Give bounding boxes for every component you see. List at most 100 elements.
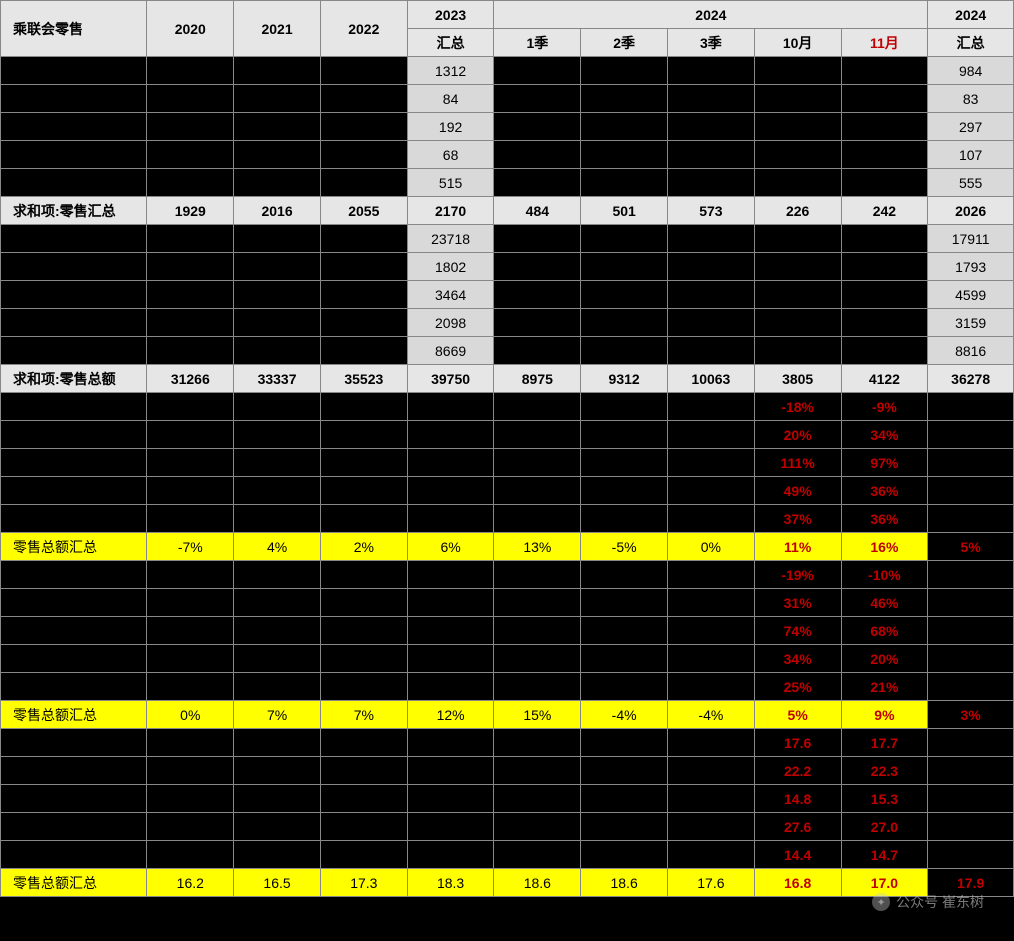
hidden-cell xyxy=(234,421,321,449)
data-row: 22.222.3 xyxy=(1,757,1014,785)
hidden-cell xyxy=(581,645,668,673)
hidden-cell xyxy=(147,589,234,617)
hidden-cell xyxy=(147,729,234,757)
value-2024: 83 xyxy=(928,85,1014,113)
hidden-cell xyxy=(147,253,234,281)
hidden-cell xyxy=(841,337,928,365)
value-2023: 84 xyxy=(407,85,494,113)
hidden-cell xyxy=(320,421,407,449)
hidden-cell xyxy=(494,449,581,477)
hidden-cell xyxy=(494,813,581,841)
value-oct: 14.4 xyxy=(754,841,841,869)
hidden-cell xyxy=(407,841,494,869)
data-row: -18%-9% xyxy=(1,393,1014,421)
hidden-cell xyxy=(841,141,928,169)
hidden-cell xyxy=(1,729,147,757)
hidden-cell xyxy=(928,841,1014,869)
data-row: 17.617.7 xyxy=(1,729,1014,757)
data-row: 2371817911 xyxy=(1,225,1014,253)
data-row: 37%36% xyxy=(1,505,1014,533)
data-row: 20983159 xyxy=(1,309,1014,337)
hidden-cell xyxy=(320,225,407,253)
hidden-cell xyxy=(234,169,321,197)
value-2023: 3464 xyxy=(407,281,494,309)
hidden-cell xyxy=(407,673,494,701)
col-header-title: 乘联会零售 xyxy=(1,1,147,57)
hidden-cell xyxy=(234,561,321,589)
value-nov: 20% xyxy=(841,645,928,673)
hidden-cell xyxy=(494,477,581,505)
hidden-cell xyxy=(147,169,234,197)
hidden-cell xyxy=(320,169,407,197)
hidden-cell xyxy=(581,253,668,281)
hidden-cell xyxy=(147,309,234,337)
col-2024-span: 2024 xyxy=(494,1,928,29)
hidden-cell xyxy=(147,113,234,141)
hidden-cell xyxy=(494,589,581,617)
hidden-cell xyxy=(754,169,841,197)
retail-data-table: 乘联会零售 2020 2021 2022 2023 2024 2024 汇总 1… xyxy=(0,0,1014,897)
data-row: 1312984 xyxy=(1,57,1014,85)
hidden-cell xyxy=(234,785,321,813)
hidden-cell xyxy=(928,589,1014,617)
hidden-cell xyxy=(841,309,928,337)
hidden-cell xyxy=(1,113,147,141)
hidden-cell xyxy=(494,85,581,113)
hidden-cell xyxy=(581,813,668,841)
hidden-cell xyxy=(668,393,755,421)
hidden-cell xyxy=(581,281,668,309)
value-oct: 17.6 xyxy=(754,729,841,757)
value-oct: 14.8 xyxy=(754,785,841,813)
hidden-cell xyxy=(581,505,668,533)
hidden-cell xyxy=(928,757,1014,785)
hidden-cell xyxy=(147,393,234,421)
data-row: 68107 xyxy=(1,141,1014,169)
hidden-cell xyxy=(928,561,1014,589)
hidden-cell xyxy=(581,617,668,645)
hidden-cell xyxy=(928,393,1014,421)
data-row: 31%46% xyxy=(1,589,1014,617)
hidden-cell xyxy=(1,141,147,169)
hidden-cell xyxy=(234,477,321,505)
data-row: 27.627.0 xyxy=(1,813,1014,841)
data-row: 49%36% xyxy=(1,477,1014,505)
hidden-cell xyxy=(581,141,668,169)
value-nov: -10% xyxy=(841,561,928,589)
section5-total-row: 零售总额汇总 16.2 16.5 17.3 18.3 18.6 18.6 17.… xyxy=(1,869,1014,897)
value-nov: -9% xyxy=(841,393,928,421)
value-2023: 68 xyxy=(407,141,494,169)
hidden-cell xyxy=(407,757,494,785)
hidden-cell xyxy=(668,113,755,141)
hidden-cell xyxy=(668,169,755,197)
hidden-cell xyxy=(1,589,147,617)
data-row: 515555 xyxy=(1,169,1014,197)
hidden-cell xyxy=(668,645,755,673)
hidden-cell xyxy=(407,421,494,449)
hidden-cell xyxy=(234,281,321,309)
hidden-cell xyxy=(668,449,755,477)
hidden-cell xyxy=(494,337,581,365)
hidden-cell xyxy=(147,785,234,813)
hidden-cell xyxy=(494,113,581,141)
hidden-cell xyxy=(1,253,147,281)
hidden-cell xyxy=(494,841,581,869)
value-oct: 34% xyxy=(754,645,841,673)
data-row: 34%20% xyxy=(1,645,1014,673)
hidden-cell xyxy=(234,225,321,253)
hidden-cell xyxy=(234,757,321,785)
hidden-cell xyxy=(494,757,581,785)
hidden-cell xyxy=(407,449,494,477)
hidden-cell xyxy=(928,813,1014,841)
col-q1: 1季 xyxy=(494,29,581,57)
col-2024-total-top: 2024 xyxy=(928,1,1014,29)
hidden-cell xyxy=(754,225,841,253)
hidden-cell xyxy=(320,253,407,281)
hidden-cell xyxy=(234,337,321,365)
value-oct: 31% xyxy=(754,589,841,617)
value-2024: 8816 xyxy=(928,337,1014,365)
hidden-cell xyxy=(320,673,407,701)
hidden-cell xyxy=(320,757,407,785)
hidden-cell xyxy=(928,785,1014,813)
hidden-cell xyxy=(320,841,407,869)
hidden-cell xyxy=(581,449,668,477)
